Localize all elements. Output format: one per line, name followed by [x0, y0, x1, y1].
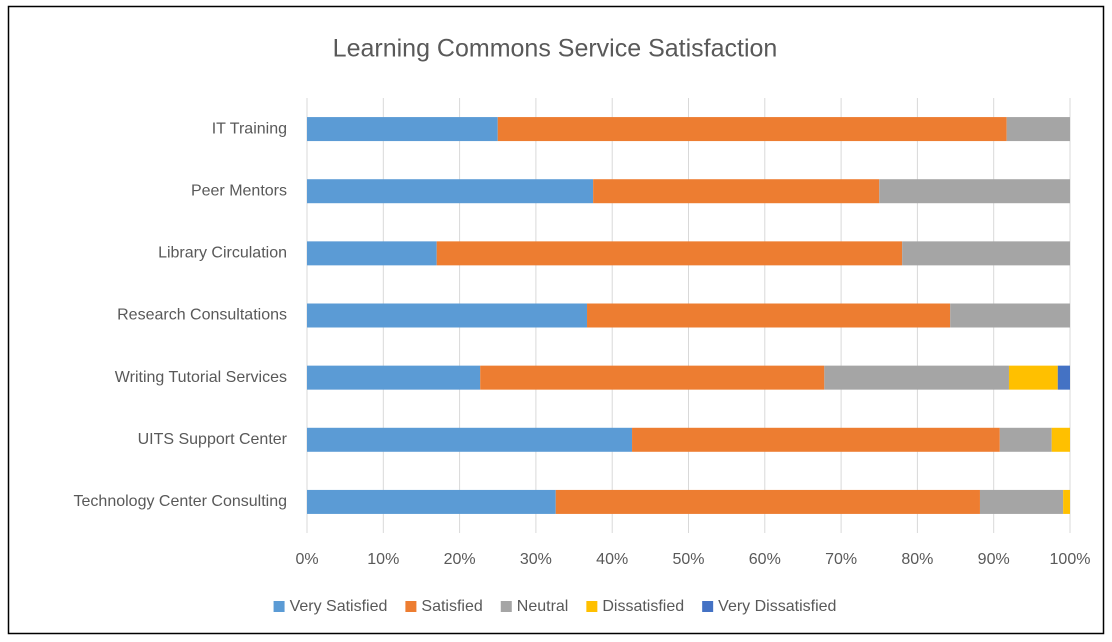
bar-segment [307, 303, 588, 328]
x-tick-label: 70% [825, 551, 857, 568]
x-tick-label: 50% [672, 551, 704, 568]
bars [307, 117, 1070, 514]
legend-swatch [273, 601, 285, 612]
bar-segment [593, 179, 880, 204]
bar-segment [307, 427, 633, 452]
y-tick-label: Library Circulation [158, 245, 287, 262]
y-tick-label: Writing Tutorial Services [115, 369, 287, 386]
x-tick-label: 90% [978, 551, 1010, 568]
legend-label: Dissatisfied [602, 598, 684, 615]
bar-segment [999, 427, 1052, 452]
bar-segment [950, 303, 1070, 328]
bar-segment [587, 303, 951, 328]
bar-segment [480, 365, 825, 390]
y-tick-label: UITS Support Center [138, 431, 288, 448]
y-tick-label: Technology Center Consulting [74, 493, 287, 510]
y-tick-label: IT Training [212, 120, 287, 137]
y-tick-label: Peer Mentors [191, 182, 287, 199]
bar-segment [979, 489, 1064, 514]
legend-swatch [702, 601, 714, 612]
bar-segment [307, 179, 594, 204]
x-tick-label: 30% [520, 551, 552, 568]
legend-label: Very Satisfied [290, 598, 388, 615]
y-tick-label: Research Consultations [117, 307, 287, 324]
x-tick-label: 60% [749, 551, 781, 568]
bar-segment [307, 241, 437, 266]
bar-segment [824, 365, 1009, 390]
bar-segment [436, 241, 903, 266]
legend-label: Very Dissatisfied [718, 598, 836, 615]
x-tick-label: 10% [367, 551, 399, 568]
bar-segment [902, 241, 1070, 266]
bar-segment [307, 365, 481, 390]
x-tick-label: 20% [444, 551, 476, 568]
bar-segment [1051, 427, 1070, 452]
bar-segment [497, 117, 1007, 142]
bar-segment [879, 179, 1070, 204]
x-tick-label: 40% [596, 551, 628, 568]
bar-segment [307, 117, 498, 142]
bar-segment [555, 489, 980, 514]
bar-segment [1063, 489, 1070, 514]
labels: 0% 10% 20% 30% 40% 50% 60% 70% 80% 90% 100% IT Trai… [74, 120, 1091, 568]
legend: Very Satisfied Satisfied Neutral Dissatisfi… [273, 598, 836, 615]
legend-swatch [500, 601, 512, 612]
x-tick-label: 80% [901, 551, 933, 568]
legend-swatch [405, 601, 417, 612]
bar-segment [632, 427, 1000, 452]
bar-segment [1057, 365, 1070, 390]
bar-segment [307, 489, 556, 514]
bar-segment [1008, 365, 1058, 390]
legend-swatch [586, 601, 598, 612]
legend-label: Neutral [517, 598, 569, 615]
x-tick-label: 0% [295, 551, 318, 568]
legend-label: Satisfied [421, 598, 482, 615]
x-tick-label: 100% [1050, 551, 1091, 568]
chart-title: Learning Commons Service Satisfaction [333, 35, 778, 63]
bar-segment [1006, 117, 1070, 142]
